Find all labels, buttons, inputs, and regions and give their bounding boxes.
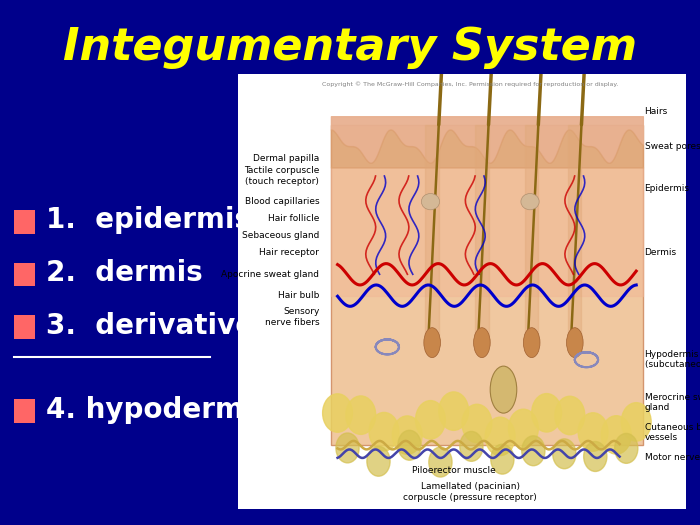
Text: 1.  epidermis: 1. epidermis (46, 206, 251, 235)
Circle shape (584, 442, 607, 471)
Text: 2.  dermis: 2. dermis (46, 259, 202, 287)
Circle shape (429, 447, 452, 477)
Text: Merocrine sweat
gland: Merocrine sweat gland (645, 393, 700, 412)
Text: Hair receptor: Hair receptor (260, 248, 319, 257)
Text: Tactile corpuscle
(touch receptor): Tactile corpuscle (touch receptor) (244, 166, 319, 186)
Circle shape (367, 446, 390, 476)
Circle shape (601, 416, 631, 454)
Circle shape (532, 394, 561, 432)
Text: Integumentary System: Integumentary System (63, 26, 637, 69)
Text: Sebaceous gland: Sebaceous gland (242, 232, 319, 240)
Ellipse shape (424, 328, 440, 358)
Circle shape (578, 413, 608, 451)
FancyBboxPatch shape (14, 262, 35, 286)
Circle shape (508, 409, 538, 448)
Circle shape (323, 394, 353, 432)
FancyBboxPatch shape (14, 210, 35, 234)
Text: Cutaneous blood
vessels: Cutaneous blood vessels (645, 423, 700, 442)
Bar (238, 74, 686, 509)
Text: 4. hypodermis: 4. hypodermis (46, 395, 270, 424)
Circle shape (416, 401, 445, 439)
Text: Copyright © The McGraw-Hill Companies, Inc. Permission required for reproduction: Copyright © The McGraw-Hill Companies, I… (322, 81, 618, 87)
Circle shape (622, 403, 651, 441)
Circle shape (336, 433, 359, 463)
Circle shape (491, 444, 514, 474)
Text: Lamellated (pacinian)
corpuscle (pressure receptor): Lamellated (pacinian) corpuscle (pressur… (403, 482, 537, 502)
Ellipse shape (421, 194, 440, 210)
Bar (331, 125, 643, 445)
Circle shape (346, 396, 376, 434)
FancyBboxPatch shape (14, 315, 35, 339)
Text: Hair bulb: Hair bulb (278, 291, 319, 300)
Circle shape (555, 396, 584, 435)
Circle shape (460, 432, 483, 461)
Circle shape (615, 434, 638, 464)
Text: Piloerector muscle: Piloerector muscle (412, 466, 496, 475)
FancyBboxPatch shape (14, 399, 35, 423)
Text: Epidermis: Epidermis (645, 184, 690, 193)
Text: Sweat pores: Sweat pores (645, 142, 700, 151)
Circle shape (398, 430, 421, 460)
Text: Motor nerve fibers: Motor nerve fibers (645, 454, 700, 463)
Text: Hypodermis
(subcutaneous fat): Hypodermis (subcutaneous fat) (645, 350, 700, 370)
Text: Hair follicle: Hair follicle (268, 214, 319, 223)
Ellipse shape (521, 194, 539, 210)
Circle shape (439, 392, 468, 430)
Text: Dermis: Dermis (645, 248, 677, 257)
Text: Sensory
nerve fibers: Sensory nerve fibers (265, 307, 319, 327)
Circle shape (485, 417, 515, 456)
Circle shape (392, 416, 422, 454)
Text: 3.  derivatives: 3. derivatives (46, 311, 270, 340)
Ellipse shape (566, 328, 583, 358)
Circle shape (369, 413, 399, 451)
Ellipse shape (524, 328, 540, 358)
Text: Hairs: Hairs (645, 108, 668, 117)
Text: Apocrine sweat gland: Apocrine sweat gland (221, 270, 319, 279)
Circle shape (553, 439, 576, 469)
Circle shape (522, 436, 545, 466)
Ellipse shape (490, 366, 517, 413)
Text: Dermal papilla: Dermal papilla (253, 154, 319, 163)
Circle shape (462, 404, 492, 443)
Text: Blood capillaries: Blood capillaries (245, 197, 319, 206)
Ellipse shape (474, 328, 490, 358)
